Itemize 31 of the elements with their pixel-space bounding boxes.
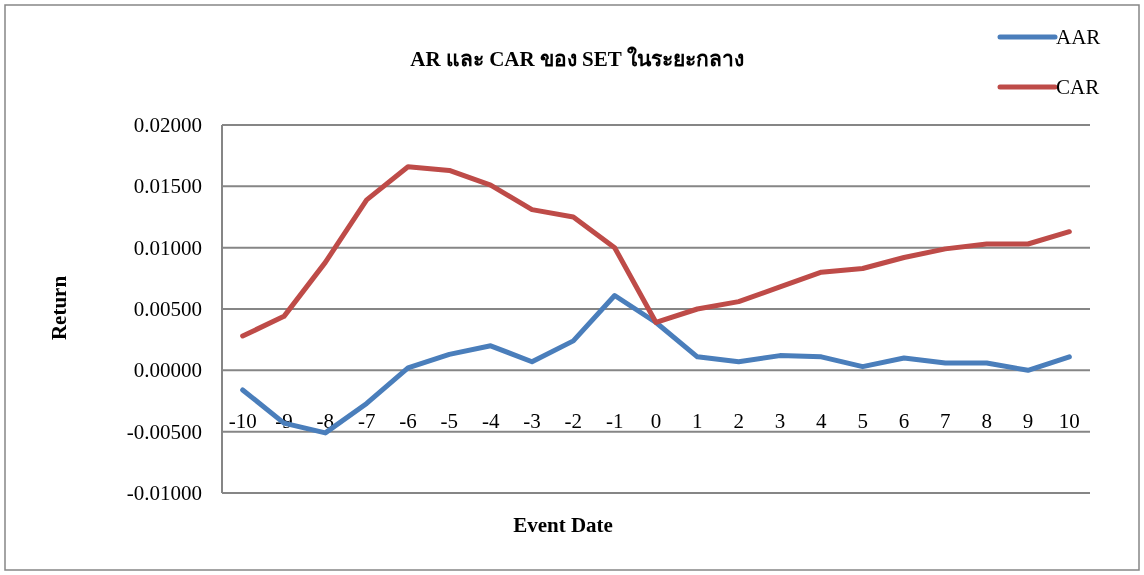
x-tick-label: -7 <box>357 409 376 434</box>
y-tick-label: -0.00500 <box>126 419 202 444</box>
y-tick-label: 0.00000 <box>133 358 202 383</box>
x-tick-label: -4 <box>481 409 500 434</box>
x-tick-label: -1 <box>605 409 624 434</box>
y-axis-title: Return <box>47 275 71 341</box>
x-tick-label: 6 <box>898 409 910 434</box>
y-tick-label: 0.02000 <box>133 113 202 137</box>
x-axis-title: Event Date <box>513 513 613 537</box>
x-tick-label: 8 <box>981 409 992 434</box>
x-tick-label: -2 <box>564 409 583 434</box>
legend-label: AAR <box>1056 25 1101 49</box>
x-tick-label: 2 <box>733 409 744 434</box>
y-tick-label: 0.01500 <box>133 174 202 199</box>
x-tick-label: 1 <box>692 409 703 434</box>
x-tick-label: 0 <box>650 409 662 434</box>
y-tick-label: 0.01000 <box>133 235 202 260</box>
x-tick-label: -10 <box>228 409 257 434</box>
y-tick-label: -0.01000 <box>126 481 202 505</box>
x-tick-label: -5 <box>440 409 459 434</box>
legend-label: CAR <box>1056 75 1100 99</box>
chart-title: AR และ CAR ของ SET ในระยะกลาง <box>410 46 744 71</box>
x-tick-label: 7 <box>940 409 951 434</box>
x-tick-label: 10 <box>1058 409 1080 434</box>
x-tick-label: 9 <box>1022 409 1034 434</box>
x-tick-label: -6 <box>399 409 417 434</box>
x-tick-label: 5 <box>857 409 868 434</box>
x-tick-label: 3 <box>774 409 786 434</box>
y-tick-label: 0.00500 <box>133 297 202 321</box>
x-tick-label: 4 <box>816 409 828 434</box>
x-tick-label: -3 <box>523 409 541 434</box>
